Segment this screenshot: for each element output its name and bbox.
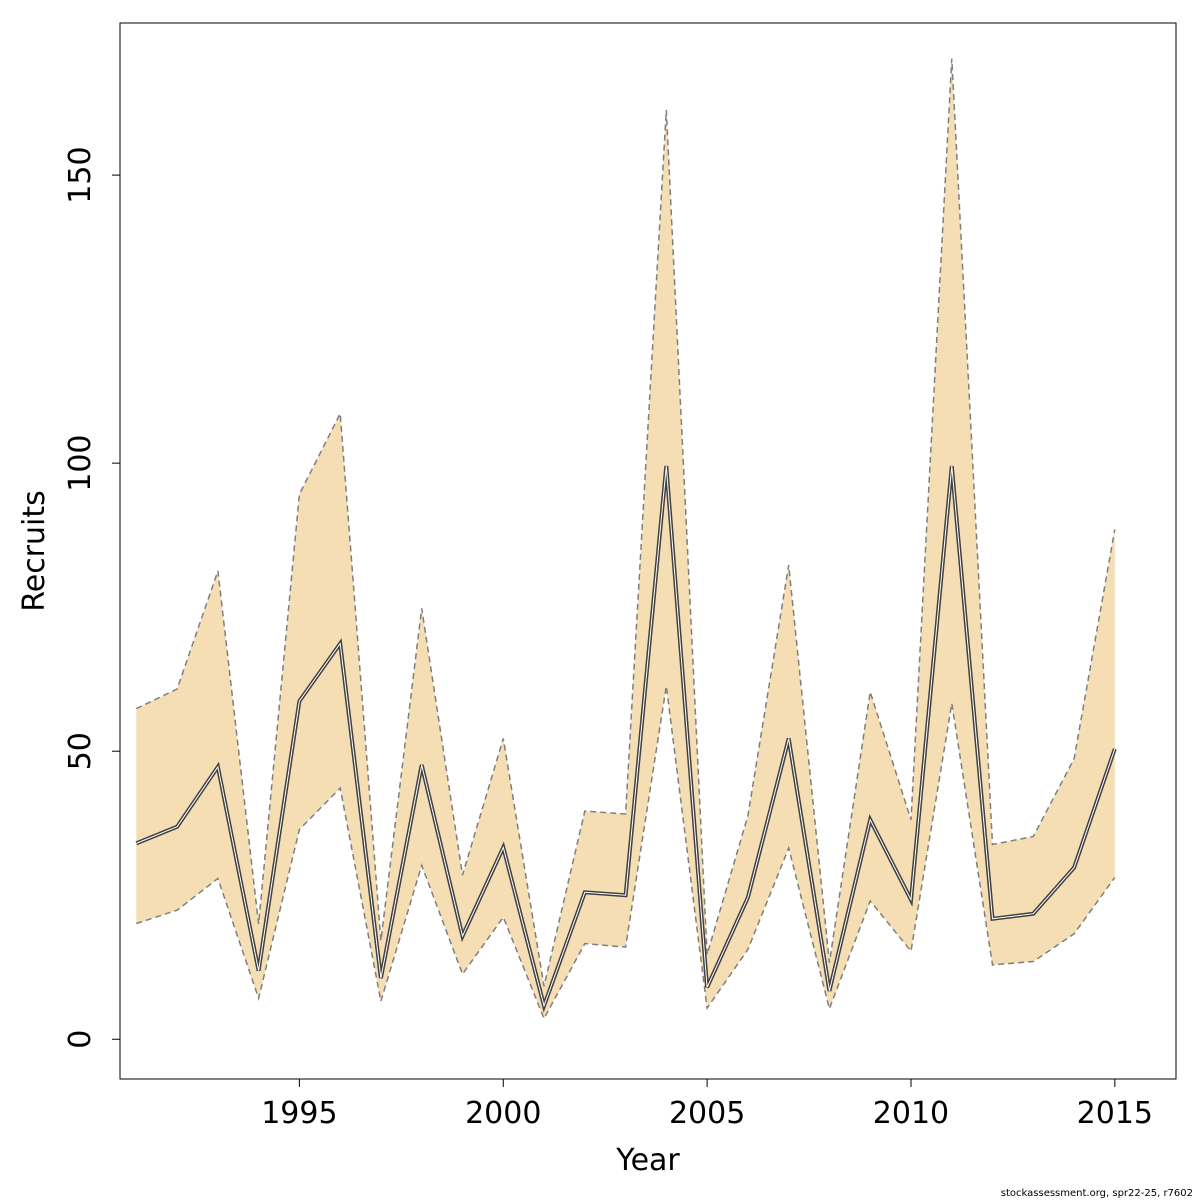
x-tick-label: 2010 [873, 1096, 949, 1131]
y-tick-label: 50 [63, 732, 98, 770]
plot-frame [119, 22, 1177, 1080]
upper-bound-line [135, 58, 1116, 987]
lower-bound-line [136, 685, 1116, 1021]
x-tick-label: 2005 [669, 1096, 745, 1131]
y-tick-label: 100 [63, 435, 98, 492]
footer-credit: stockassessment.org, spr22-25, r7602 [1001, 1188, 1193, 1199]
estimate-line-inner [136, 465, 1116, 1008]
recruits-line [135, 465, 1117, 1013]
x-tick-label: 1995 [261, 1096, 337, 1131]
x-axis-title: Year [615, 1143, 680, 1178]
x-tick-label: 2000 [465, 1096, 541, 1131]
confidence-band [135, 58, 1116, 1021]
axes: 1995 2000 2005 2010 2015 0 50 100 150 [63, 146, 1153, 1131]
y-axis-title: Recruits [17, 490, 52, 612]
confidence-band-area [136, 58, 1115, 1019]
y-tick-label: 0 [63, 1030, 98, 1049]
y-tick-label: 150 [63, 146, 98, 203]
x-tick-label: 2015 [1077, 1096, 1153, 1131]
